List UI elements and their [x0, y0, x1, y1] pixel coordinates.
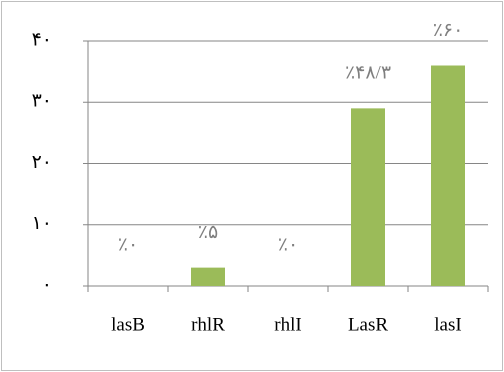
y-tick-label: ۱۰ — [32, 213, 52, 234]
y-tick-label: ۰ — [42, 274, 52, 295]
y-tick-label: ۴۰ — [32, 29, 52, 50]
bar — [351, 108, 385, 286]
value-label: ٪۴۸/۳ — [345, 63, 391, 84]
x-tick-label: rhlR — [191, 314, 225, 335]
bar — [191, 267, 225, 286]
x-tick-label: lasB — [111, 314, 145, 335]
value-label: ٪۰ — [278, 234, 298, 255]
x-tick-label: lasI — [434, 314, 461, 335]
y-tick-label: ۳۰ — [32, 91, 52, 112]
x-tick-label: LasR — [348, 314, 388, 335]
bar — [431, 65, 465, 286]
value-label: ٪۰ — [118, 234, 138, 255]
value-label: ٪۵ — [198, 222, 218, 243]
x-tick-label: rhlI — [274, 314, 301, 335]
value-label: ٪۶۰ — [433, 20, 464, 41]
y-tick-label: ۲۰ — [32, 152, 52, 173]
